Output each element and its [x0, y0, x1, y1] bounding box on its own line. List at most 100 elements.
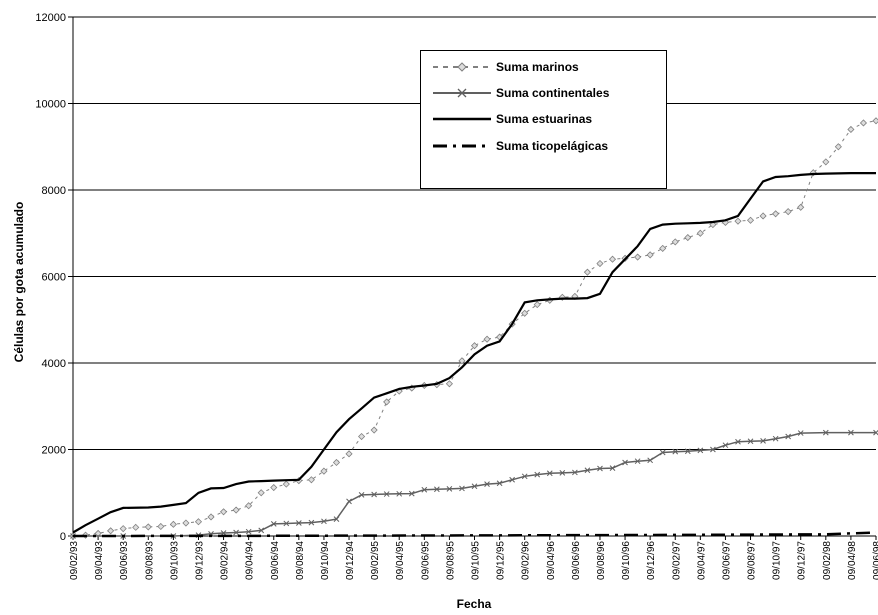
series-line — [72, 120, 877, 537]
data-point — [659, 449, 666, 456]
data-point — [696, 229, 704, 237]
x-tick-label: 09/02/95 — [370, 541, 381, 580]
x-tick-label: 09/12/94 — [345, 541, 356, 580]
data-point — [597, 465, 603, 472]
y-tick-label: 6000 — [42, 272, 66, 284]
x-tick-label: 09/02/96 — [521, 541, 532, 580]
x-tick-label: 09/06/97 — [721, 541, 732, 580]
series-line — [72, 531, 877, 538]
data-point — [785, 433, 792, 440]
legend-item-marinos: Suma marinos — [431, 57, 579, 77]
data-point — [647, 457, 654, 464]
data-point — [383, 398, 391, 406]
data-point — [572, 469, 578, 476]
x-tick-label: 09/08/94 — [295, 541, 306, 580]
data-point — [345, 450, 353, 458]
x-tick-label: 09/10/94 — [320, 541, 331, 580]
data-point — [107, 527, 115, 535]
data-point — [396, 490, 403, 497]
data-point — [132, 523, 140, 531]
data-point — [822, 158, 830, 166]
legend-swatch-estuarinas — [433, 117, 491, 121]
data-point — [533, 301, 541, 309]
y-tick-label: 4000 — [42, 358, 66, 370]
data-point — [470, 342, 479, 350]
data-point — [872, 117, 878, 125]
series-line — [73, 431, 876, 537]
data-point — [370, 426, 378, 434]
x-tick-label: 09/04/98 — [847, 541, 858, 580]
data-point — [232, 506, 240, 514]
data-point — [320, 467, 328, 475]
y-axis-label: Células por gota acumulado — [12, 201, 26, 363]
x-tick-label: 09/12/93 — [194, 541, 205, 580]
data-point — [697, 447, 704, 454]
data-point — [358, 432, 366, 441]
x-tick-label: 09/10/96 — [621, 541, 632, 580]
data-point — [710, 446, 716, 453]
data-point — [458, 357, 466, 365]
data-point — [684, 448, 691, 455]
data-point — [834, 143, 842, 151]
x-axis-label: Fecha — [456, 597, 492, 611]
data-point — [321, 518, 327, 525]
x-tick-label: 09/06/96 — [571, 541, 582, 580]
data-point — [797, 203, 805, 211]
y-tick-label: 2000 — [42, 445, 66, 457]
data-point — [848, 429, 854, 436]
data-point — [596, 259, 604, 268]
data-point — [584, 467, 591, 474]
data-point — [634, 253, 642, 261]
x-tick-label: 09/06/93 — [119, 541, 130, 580]
data-point — [258, 527, 265, 534]
data-point — [169, 520, 177, 528]
data-point — [119, 525, 127, 533]
data-point — [245, 502, 253, 510]
legend-swatch-ticopelagicas — [433, 144, 491, 148]
x-tick-label: 09/02/97 — [671, 541, 682, 580]
y-tick-label: 10000 — [35, 99, 66, 111]
series — [69, 117, 878, 540]
data-point — [634, 458, 641, 465]
data-point — [734, 217, 742, 225]
x-tick-label: 09/10/93 — [169, 541, 180, 580]
y-tick-label: 12000 — [35, 12, 66, 24]
data-point — [684, 234, 692, 242]
data-point — [534, 471, 541, 478]
legend-label-continentales: Suma continentales — [496, 86, 610, 100]
data-point — [509, 476, 515, 483]
x-tick-label: 09/08/95 — [445, 541, 456, 580]
x-tick-label: 09/10/95 — [471, 541, 482, 580]
x-tick-label: 09/12/96 — [646, 541, 657, 580]
data-point — [471, 483, 478, 490]
data-point — [622, 459, 628, 466]
legend-item-continentales: Suma continentales — [431, 83, 609, 103]
data-point — [859, 119, 868, 127]
data-point — [484, 481, 490, 487]
data-point — [270, 521, 277, 527]
data-point — [194, 518, 203, 526]
y-tick-labels: 0 2000 4000 6000 8000 10000 12000 — [35, 12, 66, 543]
x-tick-label: 09/02/94 — [220, 541, 231, 580]
data-point — [383, 491, 390, 497]
data-point — [270, 483, 278, 492]
data-point — [421, 486, 428, 493]
y-tick-label: 0 — [60, 531, 66, 543]
data-point — [257, 489, 265, 497]
data-point — [219, 508, 228, 516]
data-point — [144, 523, 152, 531]
data-point — [445, 380, 453, 388]
series-line — [72, 172, 876, 534]
x-tick-label: 09/04/97 — [696, 541, 707, 580]
data-point — [282, 480, 290, 488]
data-point — [672, 448, 679, 455]
legend-label-marinos: Suma marinos — [496, 60, 579, 74]
data-point — [446, 486, 453, 492]
data-point — [308, 519, 315, 526]
data-point — [797, 430, 804, 436]
data-point — [822, 429, 829, 436]
x-tick-label: 09/12/97 — [797, 541, 808, 580]
data-point — [609, 465, 616, 471]
x-tick-label: 09/08/96 — [596, 541, 607, 580]
